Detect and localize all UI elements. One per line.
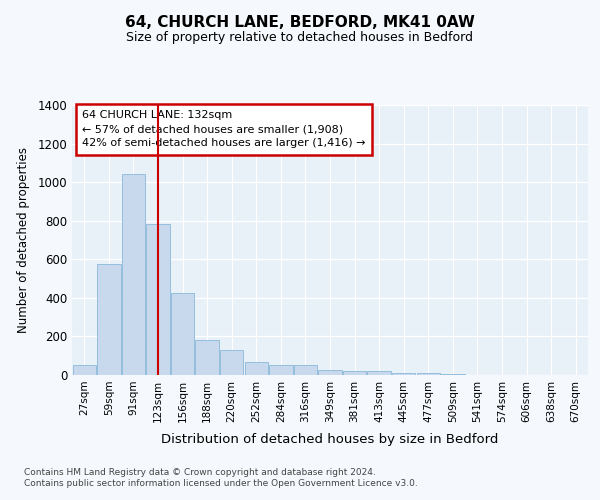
Bar bbox=[73, 366, 96, 375]
Bar bbox=[367, 371, 391, 375]
Text: 64 CHURCH LANE: 132sqm
← 57% of detached houses are smaller (1,908)
42% of semi-: 64 CHURCH LANE: 132sqm ← 57% of detached… bbox=[82, 110, 366, 148]
Bar bbox=[392, 372, 415, 375]
Bar bbox=[171, 293, 194, 375]
Text: Size of property relative to detached houses in Bedford: Size of property relative to detached ho… bbox=[127, 31, 473, 44]
Bar bbox=[220, 350, 244, 375]
Bar bbox=[245, 362, 268, 375]
Bar bbox=[441, 374, 464, 375]
Text: 64, CHURCH LANE, BEDFORD, MK41 0AW: 64, CHURCH LANE, BEDFORD, MK41 0AW bbox=[125, 15, 475, 30]
Text: Contains HM Land Registry data © Crown copyright and database right 2024.
Contai: Contains HM Land Registry data © Crown c… bbox=[24, 468, 418, 487]
Y-axis label: Number of detached properties: Number of detached properties bbox=[17, 147, 31, 333]
Bar bbox=[343, 371, 366, 375]
Bar bbox=[319, 370, 341, 375]
Bar bbox=[97, 264, 121, 375]
Bar bbox=[122, 174, 145, 375]
Bar bbox=[294, 366, 317, 375]
Bar bbox=[146, 224, 170, 375]
Bar bbox=[196, 340, 219, 375]
X-axis label: Distribution of detached houses by size in Bedford: Distribution of detached houses by size … bbox=[161, 433, 499, 446]
Bar bbox=[416, 374, 440, 375]
Bar bbox=[269, 365, 293, 375]
